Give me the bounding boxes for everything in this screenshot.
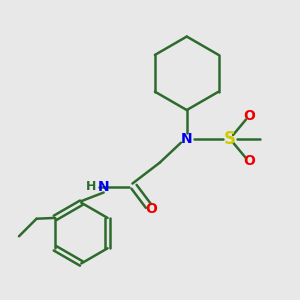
- Text: O: O: [243, 110, 255, 123]
- Text: O: O: [146, 202, 158, 216]
- Text: O: O: [243, 154, 255, 168]
- Text: S: S: [224, 130, 236, 148]
- Text: H: H: [86, 180, 96, 193]
- Text: N: N: [181, 132, 193, 146]
- Text: N: N: [98, 180, 109, 194]
